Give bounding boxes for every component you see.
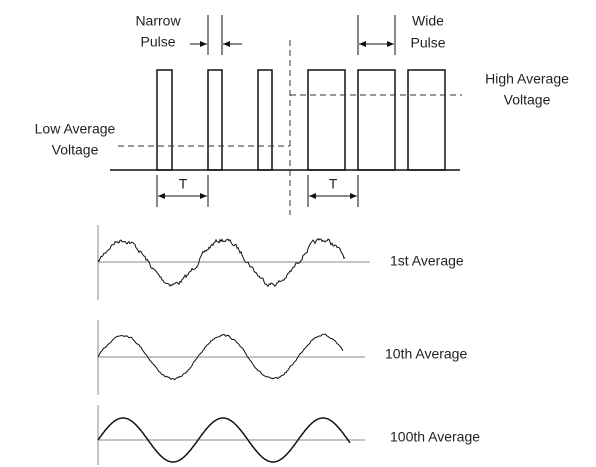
narrow-label: Pulse (140, 34, 175, 50)
high-average-label: High Average (485, 71, 569, 87)
waveform-axes (97, 225, 370, 465)
low-average-label: Low Average (35, 121, 116, 137)
high-average-label: Voltage (504, 92, 551, 108)
pulses (110, 69, 460, 171)
average-label: 100th Average (390, 429, 480, 445)
waveform-1st (97, 237, 346, 288)
wide-dimension (357, 15, 396, 55)
waveform-100th (97, 417, 351, 463)
period-label: T (329, 176, 338, 192)
wide-label: Pulse (410, 35, 445, 51)
average-label: 10th Average (385, 346, 467, 362)
period-dimension (156, 175, 359, 207)
wide-label: Wide (412, 13, 444, 29)
average-label: 1st Average (390, 253, 464, 269)
waveform-10th (97, 333, 344, 381)
narrow-dimension (190, 15, 242, 55)
narrow-label: Narrow (135, 13, 181, 29)
low-average-label: Voltage (52, 142, 99, 158)
period-label: T (179, 176, 188, 192)
